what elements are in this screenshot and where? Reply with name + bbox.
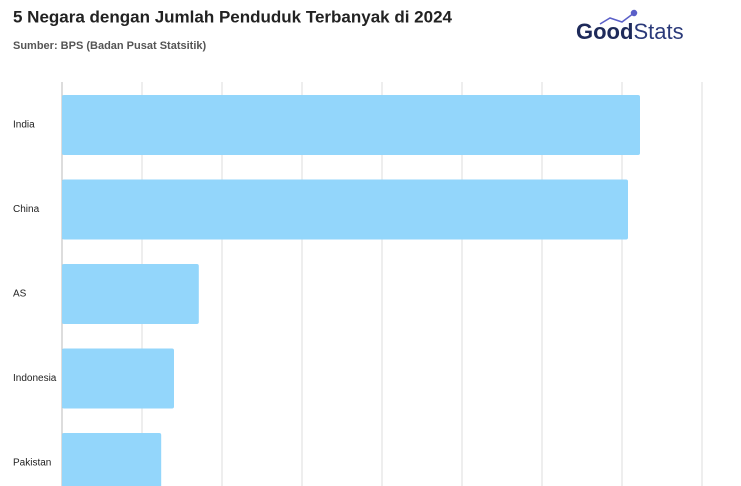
y-tick-label: AS: [13, 289, 27, 300]
logo: GoodStats: [576, 19, 684, 44]
bar: [62, 179, 628, 240]
y-tick-label: India: [13, 120, 35, 131]
bar: [62, 433, 162, 486]
y-tick-label: Indonesia: [13, 373, 57, 384]
logo-bold: Good: [576, 19, 633, 44]
y-tick-label: China: [13, 204, 40, 215]
bar: [62, 264, 199, 324]
chart-subtitle: Sumber: BPS (Badan Pusat Statsitik): [13, 40, 206, 52]
y-tick-label: Pakistan: [13, 458, 51, 469]
bar: [62, 95, 640, 155]
bar: [62, 348, 174, 409]
logo-icon: [599, 9, 638, 25]
logo-light: Stats: [633, 19, 683, 44]
chart-title: 5 Negara dengan Jumlah Penduduk Terbanya…: [13, 7, 453, 26]
